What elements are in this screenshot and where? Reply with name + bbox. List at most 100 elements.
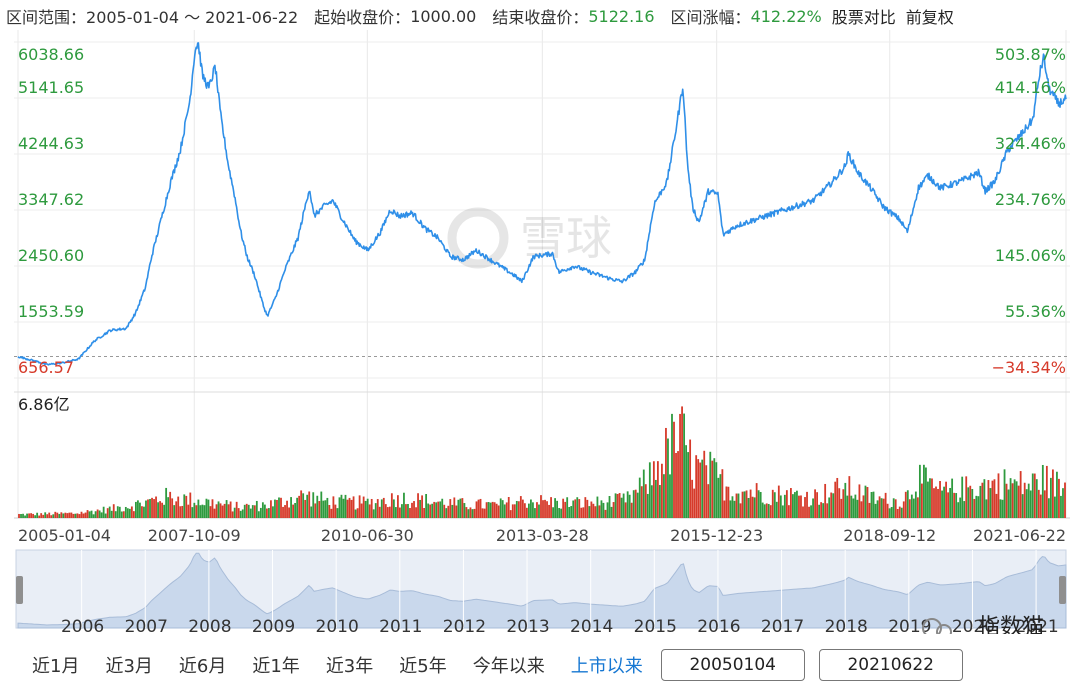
volume-bar <box>128 508 131 518</box>
volume-bar <box>372 509 375 518</box>
volume-bar <box>130 506 133 518</box>
range-button-since-listing[interactable]: 上市以来 <box>570 656 643 677</box>
volume-bar <box>132 511 135 518</box>
volume-max-label: 6.86亿 <box>18 395 70 414</box>
range-button-1m[interactable]: 近1月 <box>32 656 80 677</box>
volume-bar <box>939 481 941 518</box>
wechat-icon-2 <box>936 624 952 634</box>
volume-bar <box>268 508 270 518</box>
volume-bar <box>745 490 748 518</box>
volume-bar <box>941 490 943 518</box>
volume-bar <box>1029 490 1032 518</box>
volume-bar <box>580 507 583 518</box>
volume-bar <box>435 502 438 518</box>
navigator-right-handle[interactable] <box>1059 576 1066 604</box>
volume-bar <box>779 495 782 518</box>
navigator-left-handle[interactable] <box>16 576 23 604</box>
volume-bar <box>118 506 121 518</box>
volume-bar <box>68 512 71 518</box>
price-tick-label: 3347.62 <box>18 190 84 209</box>
volume-bar <box>437 501 440 518</box>
volume-bar <box>417 493 419 518</box>
volume-bar <box>691 479 694 518</box>
price-volume-chart[interactable]: 雪球 6038.66 5141.65 4244.63 3347.62 2450.60 155… <box>0 30 1080 548</box>
volume-bar <box>507 496 510 518</box>
volume-bar <box>326 497 329 518</box>
volume-bar <box>310 506 313 518</box>
volume-bar <box>957 502 960 518</box>
x-tick-label: 2005-01-04 <box>18 526 111 545</box>
range-button-ytd[interactable]: 今年以来 <box>472 656 545 677</box>
volume-bar <box>181 505 184 518</box>
volume-bar <box>263 504 266 518</box>
range-button-3y[interactable]: 近3年 <box>325 656 374 677</box>
volume-bar <box>830 492 833 518</box>
volume-bar <box>401 504 403 518</box>
range-navigator[interactable]: 2006 2007 2008 2009 2010 2011 2012 2013 2014 2015… <box>0 548 1080 634</box>
volume-bar <box>120 511 123 518</box>
volume-bar <box>96 509 99 518</box>
volume-bar <box>1043 490 1046 518</box>
volume-bar <box>562 498 565 518</box>
volume-bar <box>405 504 407 518</box>
end-date-input[interactable]: 20210622 <box>818 649 963 681</box>
volume-bar <box>433 501 436 518</box>
volume-bar <box>1023 482 1026 518</box>
range-button-1y[interactable]: 近1年 <box>252 656 300 677</box>
volume-bar <box>763 504 766 518</box>
volume-bar <box>525 507 528 518</box>
volume-bar <box>483 508 486 518</box>
volume-bar <box>933 488 935 518</box>
volume-bar <box>467 509 470 518</box>
volume-bar <box>1031 473 1034 518</box>
wechat-icon <box>922 618 942 634</box>
volume-bar <box>415 507 417 518</box>
x-tick-label: 2007-10-09 <box>148 526 241 545</box>
volume-bar <box>189 492 192 518</box>
volume-bar <box>509 510 512 518</box>
volume-bar <box>394 507 397 518</box>
volume-bar <box>630 502 633 518</box>
volume-bar <box>882 498 885 518</box>
volume-bar <box>693 488 696 518</box>
forward-adjust-button[interactable]: 前复权 <box>905 8 954 27</box>
volume-bar <box>54 511 57 518</box>
chart-header: 区间范围： 2005-01-04 ～ 2021-06-22 起始收盘价： 100… <box>0 0 1080 32</box>
x-tick-label: 2013-03-28 <box>496 526 589 545</box>
volume-bar <box>675 452 677 518</box>
volume-bar <box>1011 483 1014 518</box>
volume-bar <box>971 488 974 518</box>
volume-bar <box>215 504 218 518</box>
wechat-account-name: 指数猫 <box>978 615 1044 634</box>
pct-tick-label: 324.46% <box>995 134 1066 153</box>
volume-bar <box>207 499 210 518</box>
volume-bar <box>729 500 732 518</box>
volume-bar <box>229 501 232 518</box>
volume-bar <box>360 503 363 518</box>
volume-bar <box>296 497 299 518</box>
volume-bar <box>822 503 825 518</box>
range-button-6m[interactable]: 近6月 <box>178 656 227 677</box>
range-button-3m[interactable]: 近3月 <box>105 656 153 677</box>
volume-bar <box>409 508 411 518</box>
volume-bar <box>338 497 341 518</box>
volume-bar <box>582 507 585 518</box>
volume-bar <box>318 501 321 518</box>
volume-bar <box>761 502 764 518</box>
volume-bar <box>213 508 216 518</box>
volume-bar <box>427 503 430 518</box>
volume-bar <box>421 495 423 518</box>
range-button-5y[interactable]: 近5年 <box>399 656 447 677</box>
volume-bar <box>451 504 454 518</box>
volume-bar <box>806 491 808 518</box>
volume-bar <box>671 413 673 518</box>
volume-bar <box>469 507 472 518</box>
volume-bar <box>860 501 863 518</box>
start-date-input[interactable]: 20050104 <box>660 649 805 681</box>
volume-bar <box>824 483 827 518</box>
volume-bar <box>812 498 814 518</box>
volume-bar <box>536 502 538 518</box>
stock-compare-button[interactable]: 股票对比 <box>831 8 896 27</box>
volume-bar <box>58 513 61 518</box>
volume-bar <box>1052 469 1054 518</box>
